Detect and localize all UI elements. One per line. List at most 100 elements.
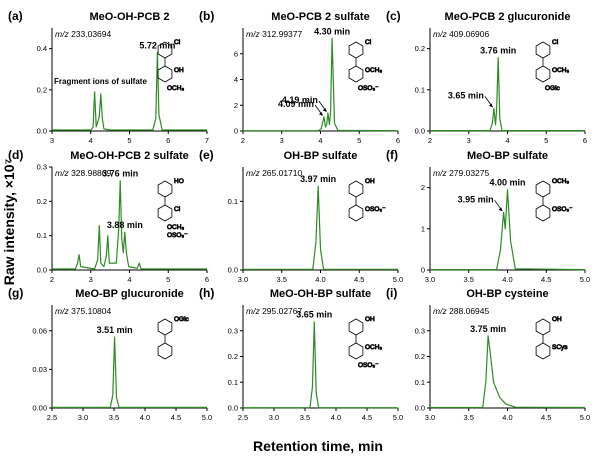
panel-h: (h) MeO-OH-BP sulfate m/z 295.02767 2.5 3.0 3… (199, 286, 403, 422)
x-tick-label: 3.5 (109, 413, 119, 422)
ring-upper (348, 180, 364, 198)
x-tick-label: 6 (583, 136, 587, 145)
y-tick-label: 0.0 (37, 127, 47, 136)
peak-annotation: 3.65 min (296, 310, 332, 320)
x-tick-label: 3.0 (425, 275, 435, 284)
panel-label: (d) (8, 148, 23, 162)
mz-label: m/z 279.03275 (433, 168, 490, 178)
arrow-head (498, 207, 503, 212)
structure-f: OCH₃ OSO₃⁻ (535, 178, 573, 222)
panel-label: (g) (8, 286, 23, 300)
structure-label: HO (174, 178, 184, 185)
structure-label: OGlc (174, 316, 190, 323)
mz-value: 375.10804 (71, 306, 111, 316)
mz-prefix: m/z (55, 168, 71, 178)
structure-b: Cl OCH₃ OSO₃⁻ (348, 39, 383, 92)
x-tick-label: 6 (205, 275, 209, 284)
panel-e: (e) OH-BP sulfate m/z 265.01710 3.0 3.5 4.0 4.… (199, 148, 403, 284)
x-tick-label: 5.0 (393, 413, 403, 422)
panel-d: (d) MeO-OH-PCB 2 sulfate m/z 328.98869 2 3 4 5… (8, 148, 209, 284)
y-tick-label: 0.0 (228, 266, 238, 275)
x-tick-label: 5.0 (580, 275, 590, 284)
structure-g: OGlc (157, 316, 190, 360)
x-tick-label: 5 (544, 136, 548, 145)
peak-annotation: 3.75 min (470, 324, 506, 334)
y-tick-label: 0.1 (228, 378, 238, 387)
y-tick-label: 0.2 (37, 197, 47, 206)
y-tick-label: 0.2 (37, 85, 47, 94)
ring-upper (157, 318, 173, 336)
panel-title: MeO-PCB 2 sulfate (271, 11, 369, 23)
structure-label: OSO₃⁻ (552, 206, 573, 213)
y-tick-label: 0.3 (228, 326, 238, 335)
structure-label: OSO₃⁻ (358, 362, 379, 369)
x-tick-label: 2.5 (238, 413, 248, 422)
structure-i: OH SCys (535, 316, 569, 360)
peak-annotation: 3.76 min (102, 169, 138, 179)
panel-title: MeO-BP glucuronide (75, 288, 184, 300)
x-tick-label: 4.5 (171, 413, 181, 422)
peak-annotation: 3.97 min (300, 174, 336, 184)
trace-line (430, 189, 586, 271)
x-tick-label: 3.0 (238, 275, 248, 284)
ring-lower (157, 204, 173, 222)
structure-h: OH OCH₃ OSO₃⁻ (348, 316, 383, 369)
x-tick-label: 3 (50, 136, 54, 145)
mz-label: m/z 233.03694 (55, 29, 112, 39)
ring-upper (535, 318, 551, 336)
x-tick-label: 6 (166, 136, 170, 145)
structure-label: OSO₃⁻ (358, 85, 379, 92)
arrow-head (488, 103, 493, 108)
x-tick-label: 5 (166, 275, 170, 284)
y-tick-label: 1 (421, 224, 425, 233)
x-tick-label: 4.0 (502, 413, 512, 422)
x-tick-label: 4.0 (331, 413, 341, 422)
x-tick-label: 4.0 (315, 275, 325, 284)
structure-label: OSO₃⁻ (365, 206, 386, 213)
y-tick-label: 0.2 (415, 352, 425, 361)
panel-title: MeO-OH-PCB 2 (89, 11, 169, 23)
x-tick-label: 2 (241, 136, 245, 145)
x-tick-label: 3.5 (277, 275, 287, 284)
structure-a: Cl OH OCH₃ (157, 39, 185, 92)
y-tick-label: 0.2 (415, 44, 425, 53)
panel-c: (c) MeO-PCB 2 glucuronide m/z 409.06906 2 3 4… (386, 9, 587, 145)
panel-title: OH-BP sulfate (284, 150, 358, 162)
x-tick-label: 4 (89, 136, 93, 145)
y-tick-label: 0.0 (228, 404, 238, 413)
x-tick-label: 4.5 (541, 275, 551, 284)
trace-line (243, 321, 398, 409)
structure-label: OH (552, 316, 562, 323)
ring-lower (348, 204, 364, 222)
ring-lower (157, 342, 173, 360)
mz-label: m/z 295.02767 (246, 306, 303, 316)
x-tick-label: 4.0 (502, 275, 512, 284)
structure-label: OCH₃ (552, 178, 569, 185)
mz-prefix: m/z (246, 29, 262, 39)
structure-label: Cl (174, 206, 181, 213)
trace-line (430, 57, 585, 132)
structure-label: SCys (552, 344, 568, 351)
mz-value: 295.02767 (262, 306, 302, 316)
mz-label: m/z 409.06906 (433, 29, 490, 39)
trace-line (52, 180, 207, 270)
peak-annotation: 4.00 min (489, 178, 525, 188)
mz-prefix: m/z (55, 29, 71, 39)
panel-title: MeO-PCB 2 glucuronide (445, 11, 571, 23)
peak-annotation: 3.65 min (448, 90, 484, 100)
structure-label: OH (365, 178, 375, 185)
x-tick-label: 3 (280, 136, 284, 145)
panel-g: (g) MeO-BP glucuronide m/z 375.10804 2.5 3.0… (8, 286, 212, 422)
mz-prefix: m/z (246, 168, 262, 178)
peak-annotation: 3.76 min (480, 46, 516, 56)
y-axis-label: Raw intensity, ×10⁷ (1, 159, 17, 286)
ring-upper (348, 318, 364, 336)
panel-label: (f) (386, 148, 398, 162)
mz-label: m/z 288.06945 (433, 306, 490, 316)
mz-value: 279.03275 (449, 168, 489, 178)
mz-value: 409.06906 (449, 29, 489, 39)
mz-prefix: m/z (433, 168, 449, 178)
structure-label: OCH₃ (365, 67, 382, 74)
